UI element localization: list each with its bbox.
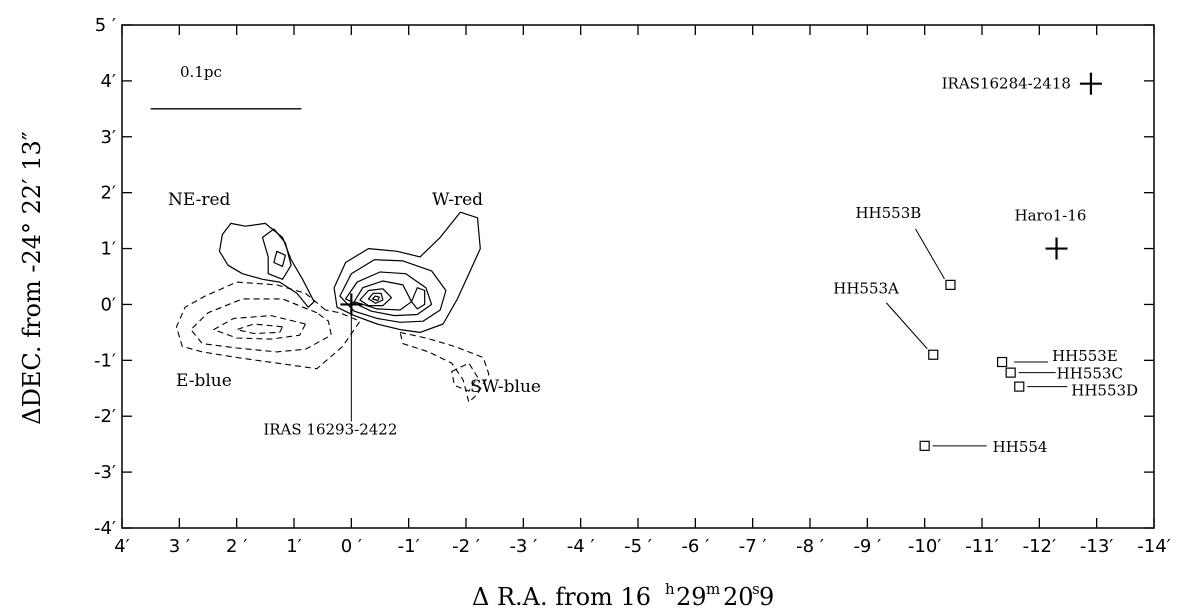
hh-object-marker xyxy=(919,440,930,451)
scale-bar-label: 0.1pc xyxy=(180,63,222,81)
y-axis-title: ΔDEC. from -24° 22′ 13″ xyxy=(18,131,46,424)
x-tick-label: -3 ′ xyxy=(509,536,537,557)
hh-object-marker xyxy=(945,279,956,290)
object-label: Haro1-16 xyxy=(1015,207,1087,225)
x-tick-label: -12′ xyxy=(1023,536,1057,557)
blue-contour xyxy=(399,331,490,403)
x-tick-label: -13′ xyxy=(1080,536,1114,557)
x-tick-label: -11′ xyxy=(965,536,999,557)
x-tick-labels: 4′ 3 ′ 2 ′ 1′ 0 ′ -1′ -2 ′ -3 ′ -4 ′ -5 ′ -6 ′ -7 ′… xyxy=(114,536,1171,557)
y-tick-label: -4′ xyxy=(94,518,116,539)
lobe-label: W-red xyxy=(432,190,483,210)
red-contour xyxy=(359,288,393,307)
y-tick-label: -2′ xyxy=(94,406,116,427)
x-axis-title-mid1: 29 xyxy=(676,583,707,611)
y-tick-label: 5 ′ xyxy=(95,15,116,36)
blue-contour xyxy=(213,315,307,340)
hh-object-marker xyxy=(1014,381,1025,392)
object-label: IRAS 16293-2422 xyxy=(263,420,397,438)
x-tick-label: -9 ′ xyxy=(853,536,881,557)
red-contour xyxy=(218,222,315,308)
contours xyxy=(175,211,490,403)
y-tick-label: 1′ xyxy=(100,239,116,260)
x-tick-label: 4′ xyxy=(114,536,130,557)
leader-line xyxy=(885,302,928,350)
blue-contour xyxy=(190,298,332,353)
x-axis-title-s: s xyxy=(752,580,760,598)
x-axis-title-mid2: 20 xyxy=(723,583,754,611)
object-label: HH553A xyxy=(833,280,899,298)
object-label: IRAS16284-2418 xyxy=(942,75,1071,93)
x-tick-label: 2 ′ xyxy=(226,536,247,557)
y-tick-label: -3′ xyxy=(94,462,116,483)
hh-object-marker xyxy=(928,349,939,360)
red-contour xyxy=(339,259,447,323)
red-contour xyxy=(371,295,380,302)
red-contour xyxy=(273,250,286,267)
x-tick-label: -14′ xyxy=(1137,536,1171,557)
hh-object-marker xyxy=(996,356,1008,368)
x-tick-label: -4 ′ xyxy=(567,536,595,557)
x-axis-title-h: h xyxy=(665,580,675,598)
red-contour xyxy=(367,292,384,304)
hh-object-marker xyxy=(1005,367,1016,378)
x-tick-label: 3 ′ xyxy=(169,536,190,557)
source-plus-marker xyxy=(1079,72,1102,95)
y-tick-label: -1′ xyxy=(94,350,116,371)
x-tick-label: -1′ xyxy=(398,536,420,557)
y-tick-label: 2′ xyxy=(100,183,116,204)
x-axis-title: Δ R.A. from 16 h 29 m 20 s 9 xyxy=(472,580,774,611)
red-contour xyxy=(353,280,413,311)
object-label: HH553E xyxy=(1052,347,1118,365)
x-tick-label: -5 ′ xyxy=(624,536,652,557)
lobe-label: NE-red xyxy=(168,190,231,210)
object-label: HH553B xyxy=(855,204,921,222)
red-contour xyxy=(410,287,426,310)
y-tick-label: 3′ xyxy=(100,127,116,148)
x-tick-label: -8 ′ xyxy=(796,536,824,557)
source-plus-marker xyxy=(1045,237,1068,260)
x-axis-title-m: m xyxy=(706,580,720,598)
annotations: IRAS16284-2418 Haro1-16 IRAS 16293-2422 HH5… xyxy=(150,63,1138,456)
x-tick-label: 1′ xyxy=(286,536,302,557)
object-label: HH553C xyxy=(1057,365,1123,383)
markers xyxy=(340,72,1102,451)
red-contour xyxy=(345,271,433,317)
x-axis-title-suffix: 9 xyxy=(759,583,774,611)
lobe-label: E-blue xyxy=(176,371,232,391)
tick-marks xyxy=(121,24,1155,529)
object-label: HH553D xyxy=(1071,382,1138,400)
y-tick-label: 4′ xyxy=(100,71,116,92)
blue-contour xyxy=(236,323,284,335)
x-tick-label: -10′ xyxy=(908,536,942,557)
x-tick-label: -2 ′ xyxy=(452,536,480,557)
y-tick-labels: 5 ′ 4′ 3′ 2′ 1′ 0′ -1′ -2′ -3′ -4′ xyxy=(94,15,116,539)
y-tick-label: 0′ xyxy=(100,294,116,315)
object-label: HH554 xyxy=(993,438,1048,456)
red-contour xyxy=(261,228,292,280)
red-contour xyxy=(333,211,481,333)
x-tick-label: 0 ′ xyxy=(341,536,362,557)
leader-line xyxy=(915,228,945,280)
blue-contour xyxy=(451,362,479,392)
lobe-label: SW-blue xyxy=(470,377,541,397)
x-tick-label: -6 ′ xyxy=(681,536,709,557)
x-tick-label: -7 ′ xyxy=(739,536,767,557)
x-axis-title-prefix: Δ R.A. from 16 xyxy=(472,583,651,611)
